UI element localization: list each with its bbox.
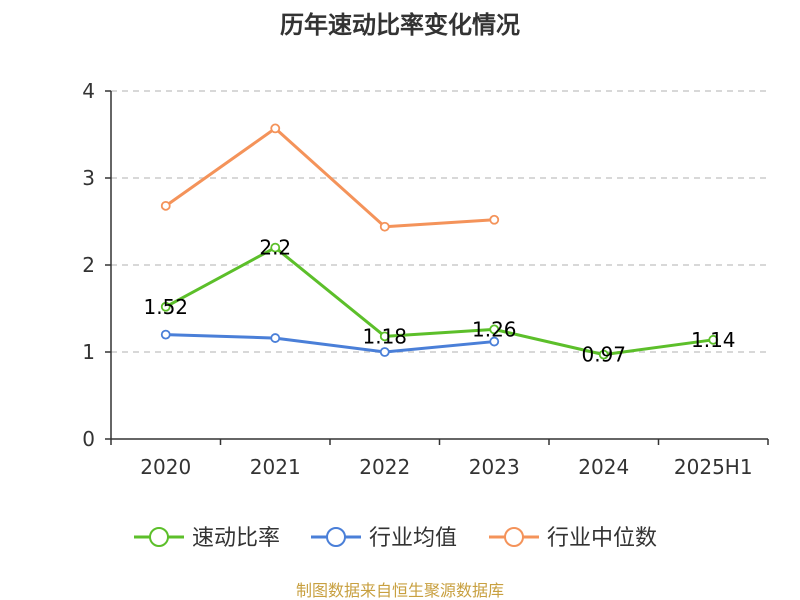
y-tick-label: 4 (82, 79, 95, 103)
data-point (270, 123, 281, 134)
data-point (598, 349, 609, 360)
data-point (489, 214, 500, 225)
legend-item[interactable]: 速动比率 (134, 526, 280, 551)
series-line (165, 246, 714, 357)
legend-item[interactable]: 行业中位数 (489, 526, 657, 551)
data-label: 2.2 (259, 236, 291, 260)
legend-label: 速动比率 (192, 526, 280, 551)
x-tick-label: 2025H1 (674, 455, 753, 479)
x-tick-label: 2022 (359, 455, 410, 479)
y-tick-label: 1 (82, 340, 95, 364)
legend[interactable]: 速动比率 行业均值 行业中位数 (134, 526, 657, 551)
legend-marker (504, 527, 524, 547)
series-layer (160, 123, 719, 360)
grid (111, 90, 768, 353)
legend-label: 行业均值 (369, 526, 457, 551)
x-tick-label: 2024 (578, 455, 629, 479)
data-point (379, 347, 390, 357)
data-point (270, 242, 281, 253)
legend-marker (326, 527, 346, 547)
chart-title: 历年速动比率变化情况 (280, 11, 520, 39)
data-point (160, 200, 171, 211)
data-point (489, 336, 500, 347)
axes: 0 1 2 3 4 2020 2021 2022 2023 2024 2025H1 (82, 79, 769, 479)
data-label: 1.18 (362, 324, 407, 348)
legend-label: 行业中位数 (547, 526, 657, 551)
data-point (160, 301, 171, 312)
legend-item[interactable]: 行业均值 (311, 526, 457, 551)
data-point (379, 331, 390, 342)
data-label: 1.14 (691, 328, 736, 352)
data-label: 0.97 (581, 343, 626, 367)
data-point (160, 329, 171, 340)
y-tick-label: 3 (82, 166, 95, 190)
series-line (165, 333, 495, 354)
y-tick-label: 0 (82, 427, 95, 451)
legend-marker (149, 527, 169, 547)
data-point (708, 334, 719, 345)
data-point (379, 221, 390, 232)
y-tick-label: 2 (82, 253, 95, 277)
data-point (270, 333, 281, 343)
source-note: 制图数据来自恒生聚源数据库 (296, 581, 504, 600)
x-tick-label: 2020 (140, 455, 191, 479)
data-label: 1.26 (472, 317, 517, 341)
data-labels: 1.52 2.2 1.18 1.26 0.97 1.14 (143, 236, 735, 367)
x-tick-label: 2021 (250, 455, 301, 479)
x-tick-label: 2023 (469, 455, 520, 479)
data-label: 1.52 (143, 295, 188, 319)
series-line (164, 126, 495, 229)
data-point (489, 324, 500, 335)
